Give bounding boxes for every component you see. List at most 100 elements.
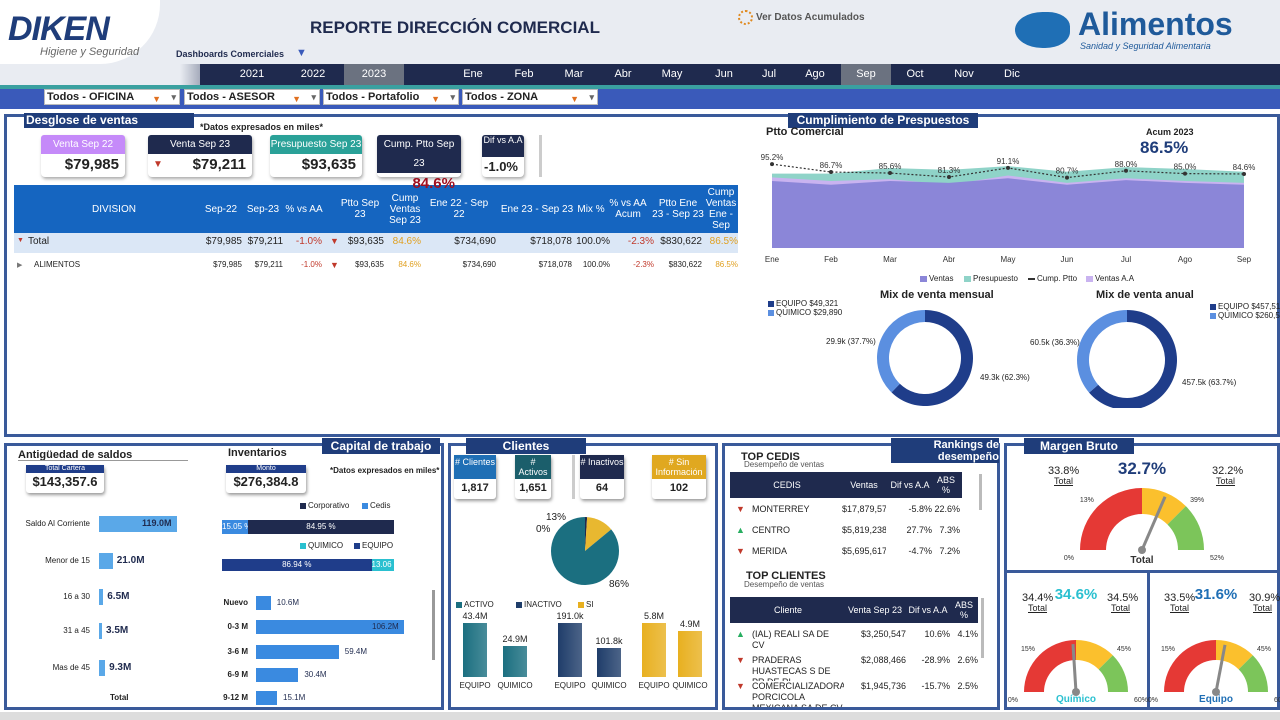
cedis-scrollbar[interactable] bbox=[979, 474, 982, 510]
legend-label: Cedis bbox=[370, 501, 391, 510]
col-header-4[interactable]: Ptto Sep 23 bbox=[340, 198, 380, 220]
chevron-down-icon[interactable]: ▾ bbox=[171, 92, 176, 102]
month-may[interactable]: May bbox=[661, 68, 683, 80]
filter-0[interactable]: Todos - OFICINA ▼ ▾ bbox=[44, 89, 180, 105]
antig-bar[interactable] bbox=[99, 623, 102, 639]
rank-cell: COMERCIALIZADORA PORCICOLA MEXICANA SA D… bbox=[752, 681, 844, 707]
filter-2[interactable]: Todos - Portafolio ▼ ▾ bbox=[323, 89, 459, 105]
antig-label: 16 a 30 bbox=[63, 592, 90, 601]
gauge-tick: 60% bbox=[1134, 697, 1148, 704]
gauge-segment bbox=[1167, 506, 1204, 550]
clientes-bar[interactable] bbox=[558, 623, 582, 677]
mix-mensual-label-b: 29.9k (37.7%) bbox=[826, 337, 876, 346]
month-abr[interactable]: Abr bbox=[614, 68, 632, 80]
antig-bar[interactable] bbox=[99, 589, 104, 605]
col-header-6[interactable]: Ene 22 - Sep 22 bbox=[429, 198, 489, 220]
col-header-8[interactable]: Mix % bbox=[577, 203, 605, 215]
clientes-scrollbar[interactable] bbox=[981, 598, 984, 658]
chevron-down-icon[interactable]: ▾ bbox=[311, 92, 316, 102]
col-header-11[interactable]: Cump Ventas Ene - Sep bbox=[705, 187, 737, 231]
chevron-down-icon[interactable]: ▾ bbox=[450, 92, 455, 102]
col-header-10[interactable]: Ptto Ene 23 - Sep 23 bbox=[652, 198, 704, 220]
rankings-title: Rankings de desempeño bbox=[891, 438, 999, 463]
rank-col-header[interactable]: Ventas bbox=[850, 480, 878, 490]
month-nov[interactable]: Nov bbox=[954, 68, 974, 80]
clientes-bar[interactable] bbox=[678, 631, 702, 677]
rank-cell: $1,945,736 bbox=[860, 681, 906, 691]
kpi-card-3: Cump. Ptto Sep 23 84.6% bbox=[377, 135, 461, 192]
capital-scrollbar[interactable] bbox=[432, 590, 435, 660]
month-ene[interactable]: Ene bbox=[463, 68, 483, 80]
inv-note: *Datos expresados en miles* bbox=[330, 466, 440, 475]
month-feb[interactable]: Feb bbox=[514, 68, 534, 80]
antig-bar[interactable] bbox=[99, 553, 113, 569]
month-jun[interactable]: Jun bbox=[715, 68, 733, 80]
clientes-bar[interactable] bbox=[503, 646, 527, 677]
cell-0-8: 100.0% bbox=[576, 236, 610, 247]
stack-equipo[interactable]: 13.06 % bbox=[371, 559, 401, 571]
header-left-white bbox=[0, 0, 160, 64]
rank-col-header[interactable]: Dif vs A.A bbox=[890, 480, 930, 490]
cell-0-7: $718,078 bbox=[530, 236, 572, 247]
chevron-down-icon[interactable]: ▼ bbox=[296, 47, 307, 59]
inv-title: Inventarios bbox=[228, 447, 287, 459]
clientes-bar[interactable] bbox=[597, 648, 621, 677]
rank-col-header[interactable]: Dif vs A.A bbox=[908, 605, 948, 615]
gauge-left-label: Total bbox=[1170, 603, 1190, 613]
filter-3[interactable]: Todos - ZONA ▼ ▾ bbox=[462, 89, 598, 105]
inv-bar[interactable] bbox=[256, 668, 299, 682]
inv-bar[interactable] bbox=[256, 691, 278, 705]
col-header-5[interactable]: Cump Ventas Sep 23 bbox=[389, 192, 421, 226]
rank-col-header[interactable]: ABS % bbox=[954, 600, 973, 620]
cell-1-9: -2.3% bbox=[633, 260, 654, 269]
col-header-3[interactable]: % vs AA bbox=[285, 203, 323, 215]
year-2021[interactable]: 2021 bbox=[239, 68, 265, 80]
legend-label: Ventas bbox=[929, 274, 954, 283]
clientes-bar[interactable] bbox=[642, 623, 666, 677]
rank-col-header[interactable]: Venta Sep 23 bbox=[847, 605, 903, 615]
down-arrow-icon: ▼ bbox=[736, 504, 745, 514]
month-jul[interactable]: Jul bbox=[761, 68, 777, 80]
margen-title: Margen Bruto bbox=[1024, 438, 1134, 454]
year-2023[interactable]: 2023 bbox=[344, 64, 404, 85]
col-header-1[interactable]: Sep-22 bbox=[204, 203, 238, 215]
antig-bar[interactable] bbox=[99, 660, 106, 676]
col-header-0[interactable]: DIVISION bbox=[92, 203, 136, 215]
inv-bar[interactable] bbox=[256, 645, 339, 659]
cell-1-5: 84.6% bbox=[398, 260, 421, 269]
month-dic[interactable]: Dic bbox=[1004, 68, 1020, 80]
kpi-card-value: 84.6% bbox=[412, 175, 455, 192]
stack-cedis[interactable]: 84.95 % bbox=[247, 520, 394, 534]
mix-anual-donut bbox=[1077, 310, 1177, 408]
col-header-9[interactable]: % vs AA Acum bbox=[609, 198, 647, 220]
stack-corporativo[interactable]: 15.05 % bbox=[222, 520, 251, 534]
rank-col-header[interactable]: CEDIS bbox=[773, 480, 801, 490]
inv-bar[interactable] bbox=[256, 596, 271, 610]
inv-bar[interactable] bbox=[256, 620, 404, 634]
expand-right-icon[interactable]: ▶ bbox=[17, 262, 23, 269]
clientes-bar[interactable] bbox=[463, 623, 487, 677]
expand-down-icon[interactable]: ▼ bbox=[17, 237, 24, 244]
month-ago[interactable]: Ago bbox=[805, 68, 825, 80]
antig-bar[interactable] bbox=[99, 516, 177, 532]
clientes-kpi-0: # Clientes 1,817 bbox=[454, 455, 496, 499]
acum-toggle[interactable]: Ver Datos Acumulados bbox=[756, 12, 865, 23]
gauge-svg: 0% 13% 26% 39% 52% bbox=[1064, 477, 1224, 562]
month-mar[interactable]: Mar bbox=[564, 68, 584, 80]
chevron-down-icon[interactable]: ▾ bbox=[589, 92, 594, 102]
dashboards-dropdown[interactable]: Dashboards Comerciales bbox=[176, 49, 285, 59]
year-2022[interactable]: 2022 bbox=[300, 68, 326, 80]
stack-quimico[interactable]: 86.94 % bbox=[222, 559, 372, 571]
cump-point bbox=[1006, 165, 1010, 170]
filter-1[interactable]: Todos - ASESOR ▼ ▾ bbox=[184, 89, 320, 105]
month-sep[interactable]: Sep bbox=[841, 64, 891, 85]
rank-col-header[interactable]: ABS % bbox=[936, 475, 955, 495]
col-header-2[interactable]: Sep-23 bbox=[246, 203, 280, 215]
col-header-7[interactable]: Ene 23 - Sep 23 bbox=[500, 203, 574, 215]
month-oct[interactable]: Oct bbox=[906, 68, 924, 80]
legend-swatch bbox=[1210, 313, 1216, 319]
cump-label: 95.2% bbox=[761, 153, 784, 162]
rank-col-header[interactable]: Cliente bbox=[773, 605, 802, 615]
rank-cell: 4.1% bbox=[957, 629, 978, 639]
kpi-label: # Sin Información bbox=[652, 455, 706, 479]
